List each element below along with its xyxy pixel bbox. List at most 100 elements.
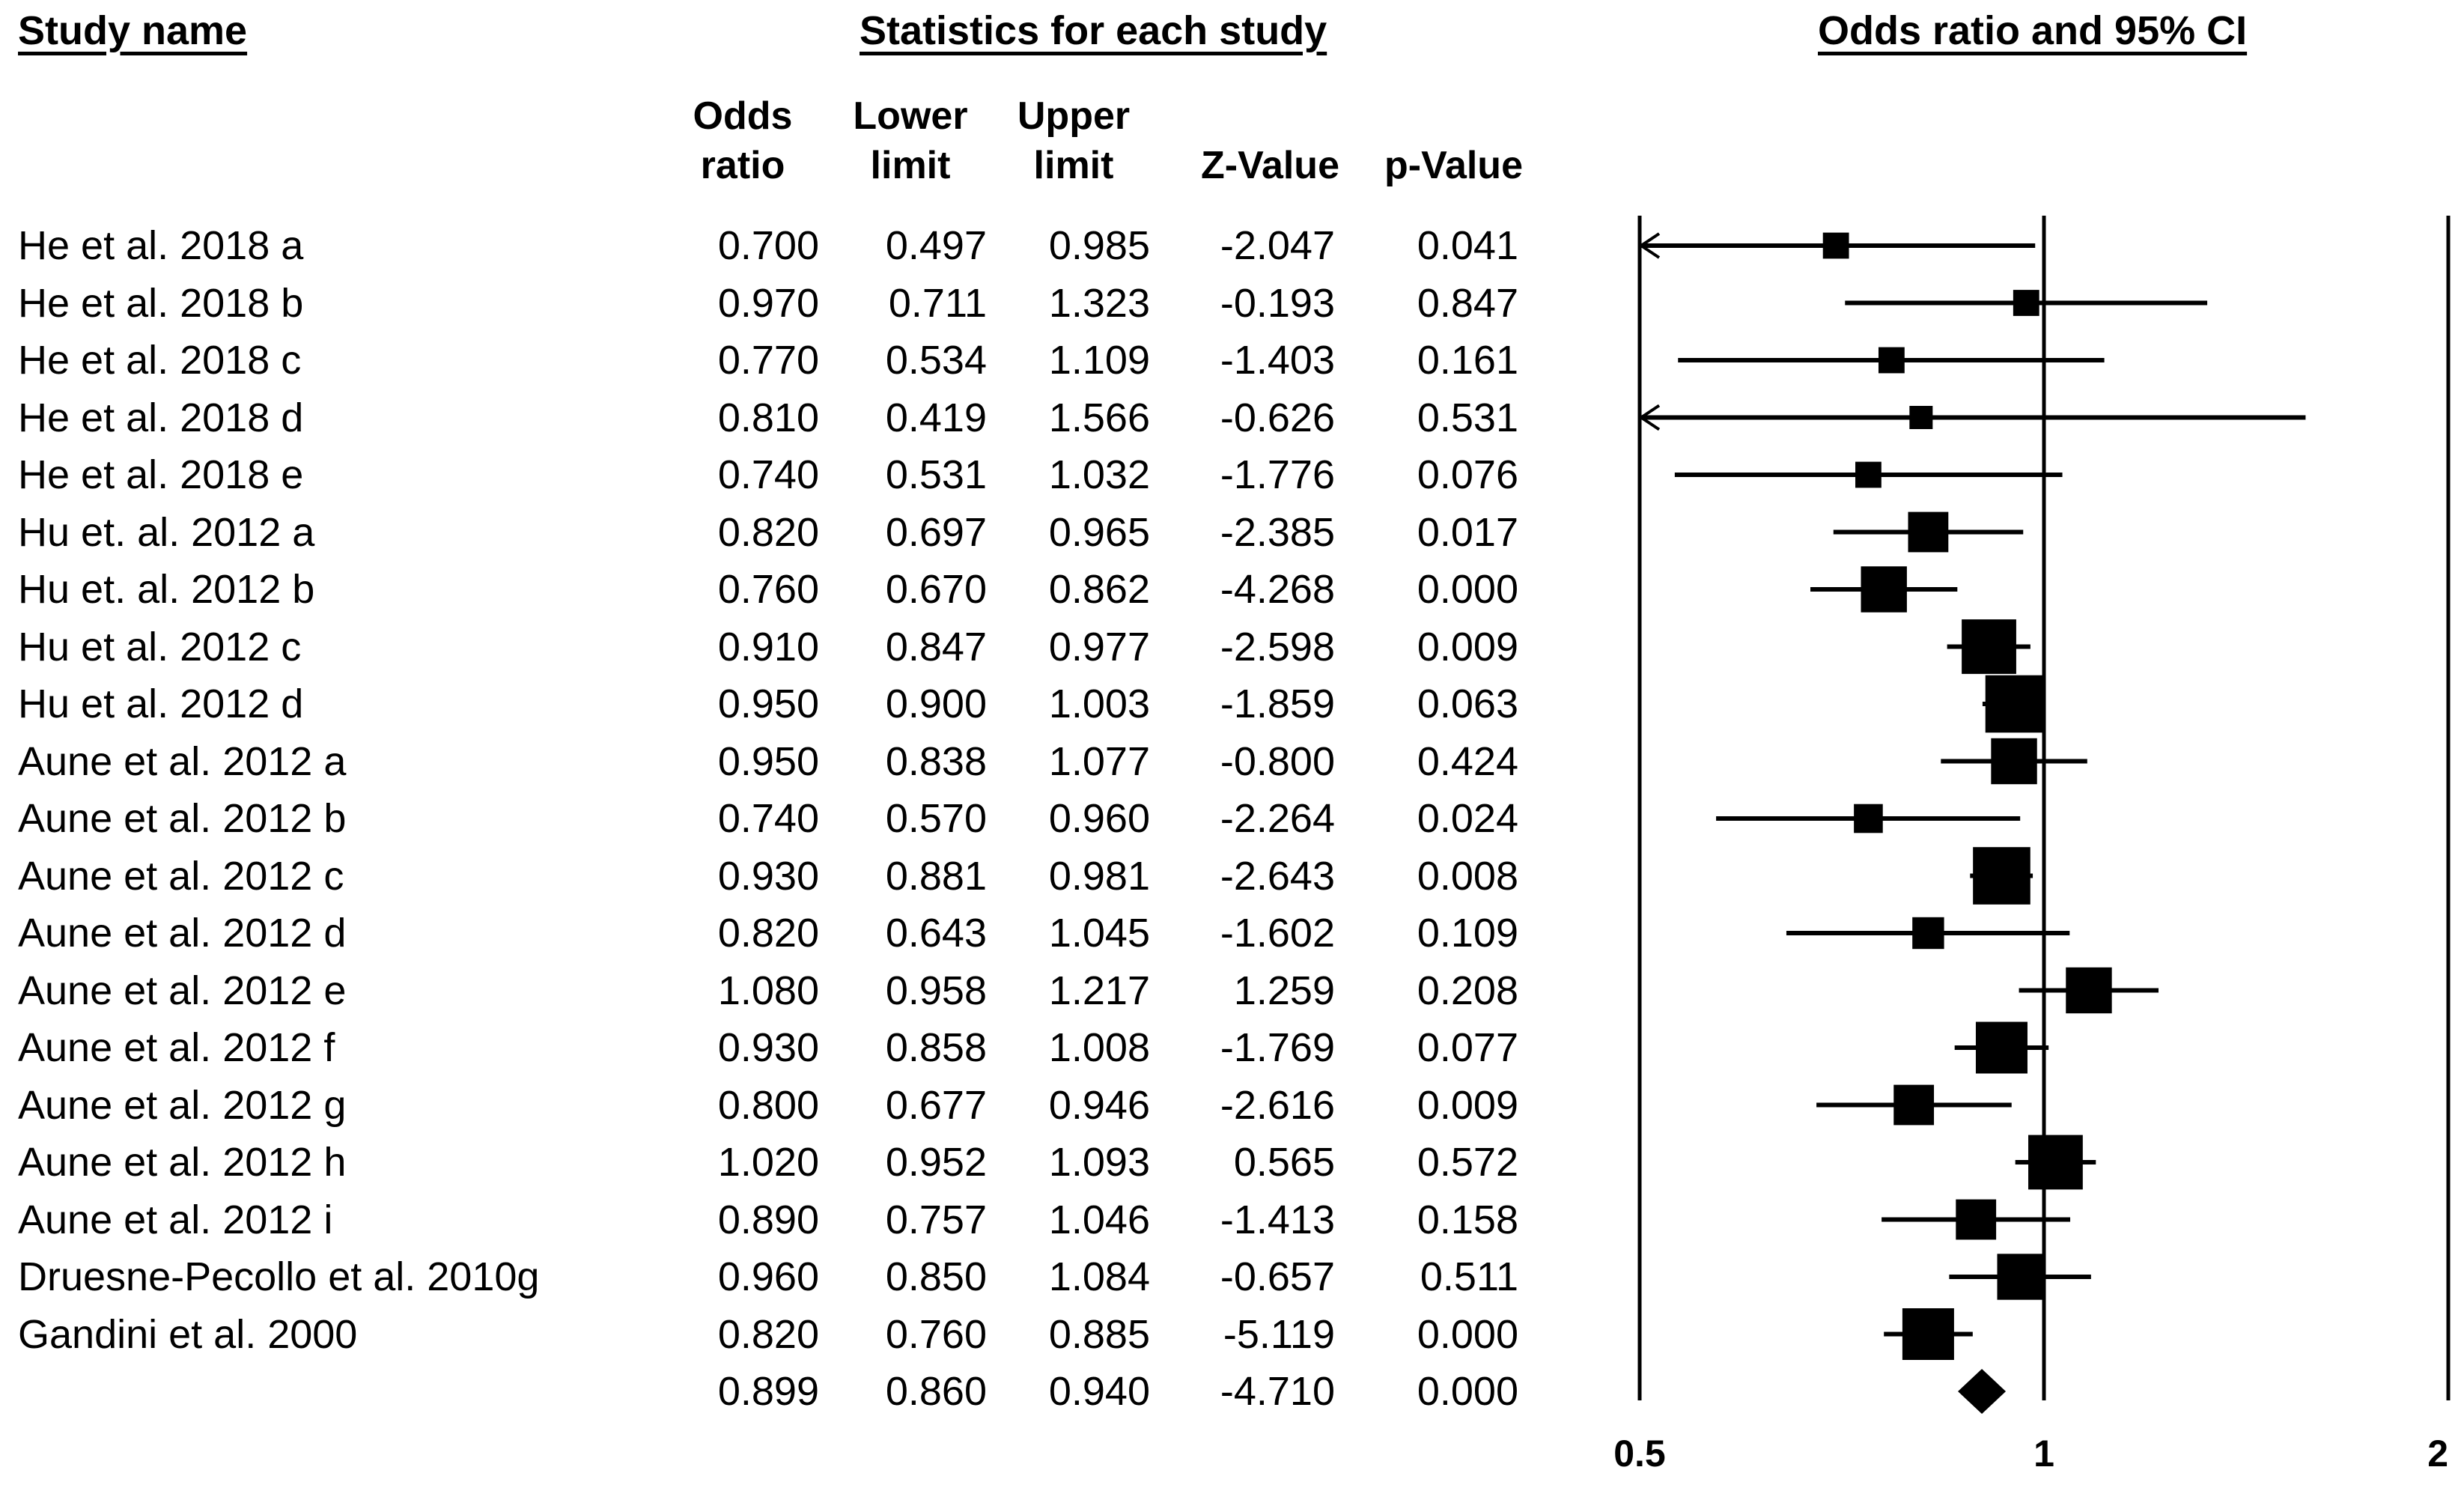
lower-limit-column-header: Lower limit bbox=[828, 91, 993, 190]
study-name: He et al. 2018 d bbox=[18, 395, 304, 440]
p-value-column-header: p-Value bbox=[1358, 91, 1523, 190]
ci-clip-arrow bbox=[1638, 232, 1661, 259]
odds-ratio-value: 0.810 bbox=[717, 395, 819, 440]
point-estimate bbox=[1909, 406, 1933, 429]
upper-limit-header-line1: Upper bbox=[1017, 94, 1131, 138]
lower-limit-header-line2: limit bbox=[870, 144, 951, 187]
z-value-value: -2.643 bbox=[1220, 853, 1335, 899]
lower-limit-header-line1: Lower bbox=[853, 94, 968, 138]
point-estimate bbox=[1956, 1199, 1997, 1240]
p-value-value: 0.158 bbox=[1417, 1197, 1518, 1242]
z-value-value: -0.800 bbox=[1220, 738, 1335, 784]
p-value-value: 0.009 bbox=[1417, 1082, 1518, 1128]
lower-limit-value: 0.760 bbox=[885, 1311, 987, 1357]
upper-limit-value: 1.566 bbox=[1048, 395, 1150, 440]
z-value-value: -0.626 bbox=[1220, 395, 1335, 440]
upper-limit-value: 1.032 bbox=[1048, 452, 1150, 497]
upper-limit-column-header: Upper limit bbox=[991, 91, 1156, 190]
odds-ratio-value: 0.820 bbox=[717, 1311, 819, 1357]
p-value-header-line2: p-Value bbox=[1384, 144, 1523, 187]
point-estimate bbox=[1985, 675, 2043, 733]
z-value-value: 1.259 bbox=[1233, 968, 1335, 1013]
lower-limit-value: 0.757 bbox=[885, 1197, 987, 1242]
odds-ratio-value: 0.950 bbox=[717, 681, 819, 726]
upper-limit-value: 0.981 bbox=[1048, 853, 1150, 899]
upper-limit-value: 1.045 bbox=[1048, 911, 1150, 956]
odds-ratio-value: 0.960 bbox=[717, 1254, 819, 1299]
study-name: Aune et al. 2012 g bbox=[18, 1082, 347, 1128]
odds-ratio-value: 0.820 bbox=[717, 911, 819, 956]
p-value-value: 0.572 bbox=[1417, 1140, 1518, 1185]
upper-limit-value: 0.885 bbox=[1048, 1311, 1150, 1357]
upper-limit-value: 0.940 bbox=[1048, 1369, 1150, 1414]
plot-header: Odds ratio and 95% CI bbox=[1818, 8, 2248, 53]
z-value-value: -5.119 bbox=[1223, 1311, 1335, 1357]
upper-limit-value: 1.109 bbox=[1048, 338, 1150, 383]
x-tick-label: 1 bbox=[2033, 1433, 2054, 1475]
study-name-header: Study name bbox=[18, 8, 248, 53]
summary-diamond bbox=[1958, 1369, 2007, 1414]
upper-limit-value: 0.862 bbox=[1048, 567, 1150, 612]
upper-limit-value: 1.046 bbox=[1048, 1197, 1150, 1242]
study-name: Aune et al. 2012 c bbox=[18, 853, 344, 899]
odds-ratio-value: 0.740 bbox=[717, 452, 819, 497]
point-estimate bbox=[2066, 967, 2112, 1014]
upper-limit-value: 1.217 bbox=[1048, 968, 1150, 1013]
study-name: Hu et. al. 2012 b bbox=[18, 567, 315, 612]
upper-limit-value: 1.077 bbox=[1048, 738, 1150, 784]
odds-ratio-column-header: Odds ratio bbox=[660, 91, 825, 190]
point-estimate bbox=[1854, 804, 1883, 833]
ci-clip-arrow bbox=[1638, 404, 1661, 431]
p-value-value: 0.847 bbox=[1417, 280, 1518, 326]
odds-ratio-header-line2: ratio bbox=[700, 144, 785, 187]
odds-ratio-value: 0.740 bbox=[717, 796, 819, 841]
study-name: Druesne-Pecollo et al. 2010g bbox=[18, 1254, 540, 1299]
point-estimate bbox=[1975, 1021, 2028, 1074]
z-value-value: 0.565 bbox=[1233, 1140, 1335, 1185]
upper-limit-value: 0.985 bbox=[1048, 223, 1150, 268]
study-name: Aune et al. 2012 i bbox=[18, 1197, 333, 1242]
p-value-value: 0.063 bbox=[1417, 681, 1518, 726]
lower-limit-value: 0.847 bbox=[885, 624, 987, 669]
upper-limit-value: 0.960 bbox=[1048, 796, 1150, 841]
lower-limit-value: 0.419 bbox=[885, 395, 987, 440]
z-value-value: -2.598 bbox=[1220, 624, 1335, 669]
statistics-header: Statistics for each study bbox=[860, 8, 1327, 53]
lower-limit-value: 0.711 bbox=[888, 280, 987, 326]
lower-limit-value: 0.531 bbox=[885, 452, 987, 497]
point-estimate bbox=[1908, 511, 1949, 553]
lower-limit-value: 0.858 bbox=[885, 1025, 987, 1070]
study-name: Hu et al. 2012 c bbox=[18, 624, 302, 669]
odds-ratio-header-line1: Odds bbox=[693, 94, 793, 138]
z-value-value: -0.657 bbox=[1220, 1254, 1335, 1299]
point-estimate bbox=[1861, 566, 1907, 613]
p-value-value: 0.109 bbox=[1417, 911, 1518, 956]
point-estimate bbox=[1878, 347, 1905, 374]
z-value-header-line2: Z-Value bbox=[1201, 144, 1339, 187]
upper-limit-value: 0.977 bbox=[1048, 624, 1150, 669]
z-value-value: -2.264 bbox=[1220, 796, 1335, 841]
study-name: Aune et al. 2012 a bbox=[18, 738, 347, 784]
upper-limit-value: 1.008 bbox=[1048, 1025, 1150, 1070]
p-value-value: 0.531 bbox=[1417, 395, 1518, 440]
point-estimate bbox=[1912, 917, 1944, 950]
upper-limit-value: 1.084 bbox=[1048, 1254, 1150, 1299]
odds-ratio-value: 0.700 bbox=[717, 223, 819, 268]
lower-limit-value: 0.850 bbox=[885, 1254, 987, 1299]
lower-limit-value: 0.900 bbox=[885, 681, 987, 726]
p-value-value: 0.008 bbox=[1417, 853, 1518, 899]
study-name: Aune et al. 2012 f bbox=[18, 1025, 335, 1070]
point-estimate bbox=[1902, 1308, 1954, 1360]
z-value-value: -2.047 bbox=[1220, 223, 1335, 268]
p-value-header-line1 bbox=[1358, 91, 1523, 141]
lower-limit-value: 0.697 bbox=[885, 509, 987, 555]
lower-limit-value: 0.570 bbox=[885, 796, 987, 841]
z-value-column-header: Z-Value bbox=[1175, 91, 1339, 190]
odds-ratio-value: 1.020 bbox=[717, 1140, 819, 1185]
p-value-value: 0.041 bbox=[1417, 223, 1518, 268]
z-value-value: -2.616 bbox=[1220, 1082, 1335, 1128]
lower-limit-value: 0.670 bbox=[885, 567, 987, 612]
study-name: He et al. 2018 a bbox=[18, 223, 304, 268]
z-value-value: -1.403 bbox=[1220, 338, 1335, 383]
x-tick-label: 2 bbox=[2427, 1433, 2448, 1475]
